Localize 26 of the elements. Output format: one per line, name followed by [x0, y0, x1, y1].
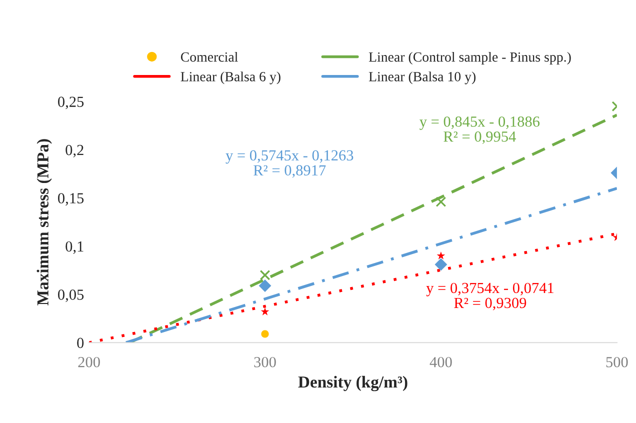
- x-tick-label: 500: [606, 356, 628, 368]
- legend-label: Comercial: [180, 52, 238, 62]
- legend-label: Linear (Balsa 6 y): [180, 72, 280, 84]
- y-tick-label: 0,15: [58, 193, 84, 206]
- point: [260, 270, 270, 280]
- legend-label: Linear (Balsa 10 y): [368, 72, 476, 84]
- x-tick-label: 200: [78, 356, 100, 368]
- y-tick-label: 0: [77, 338, 84, 348]
- point: [436, 251, 446, 260]
- point: [260, 307, 270, 316]
- legend-label: Linear (Control sample - Pinus spp.): [368, 52, 571, 65]
- annotation: y = 0,5745x - 0,1263 R² = 0,8917: [226, 150, 354, 178]
- point: [258, 280, 272, 292]
- y-tick-label: 0,2: [66, 144, 84, 158]
- x-tick-label: 300: [254, 356, 276, 368]
- y-axis-title: Maximum stress (MPa): [36, 139, 52, 306]
- point: [434, 258, 448, 271]
- y-tick-label: 0,25: [58, 96, 84, 110]
- x-tick-label: 400: [430, 356, 452, 368]
- annotation: y = 0,845x - 0,1886 R² = 0,9954: [420, 116, 540, 144]
- point: [261, 330, 269, 338]
- y-tick-label: 0,05: [58, 290, 84, 302]
- x-axis-title: Density (kg/m³): [298, 376, 408, 392]
- point: [436, 196, 446, 208]
- y-tick-label: 0,1: [66, 241, 84, 254]
- annotation: y = 0,3754x - 0,0741 R² = 0,9309: [426, 282, 554, 310]
